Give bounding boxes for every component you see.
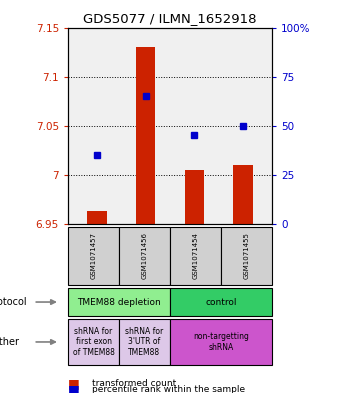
- Text: TMEM88 depletion: TMEM88 depletion: [77, 298, 161, 307]
- Text: GSM1071455: GSM1071455: [243, 233, 250, 279]
- Bar: [185, 170, 204, 224]
- Bar: [68, 319, 119, 365]
- Bar: [119, 227, 170, 285]
- Bar: [170, 227, 221, 285]
- Text: GSM1071456: GSM1071456: [141, 233, 148, 279]
- Text: shRNA for
3'UTR of
TMEM88: shRNA for 3'UTR of TMEM88: [125, 327, 164, 357]
- Text: shRNA for
first exon
of TMEM88: shRNA for first exon of TMEM88: [72, 327, 115, 357]
- Text: other: other: [0, 337, 20, 347]
- Title: GDS5077 / ILMN_1652918: GDS5077 / ILMN_1652918: [83, 12, 257, 25]
- Bar: [170, 288, 272, 316]
- Text: transformed count: transformed count: [92, 379, 176, 387]
- Bar: [87, 211, 107, 224]
- Text: ■: ■: [68, 376, 80, 390]
- Text: control: control: [205, 298, 237, 307]
- Bar: [68, 227, 119, 285]
- Text: percentile rank within the sample: percentile rank within the sample: [92, 385, 245, 393]
- Text: ■: ■: [68, 382, 80, 393]
- Text: GSM1071457: GSM1071457: [90, 233, 97, 279]
- Bar: [119, 319, 170, 365]
- Bar: [136, 47, 155, 224]
- Bar: [170, 319, 272, 365]
- Bar: [233, 165, 253, 224]
- Text: GSM1071454: GSM1071454: [192, 233, 199, 279]
- Bar: [68, 288, 170, 316]
- Text: non-targetting
shRNA: non-targetting shRNA: [193, 332, 249, 352]
- Bar: [221, 227, 272, 285]
- Text: protocol: protocol: [0, 297, 27, 307]
